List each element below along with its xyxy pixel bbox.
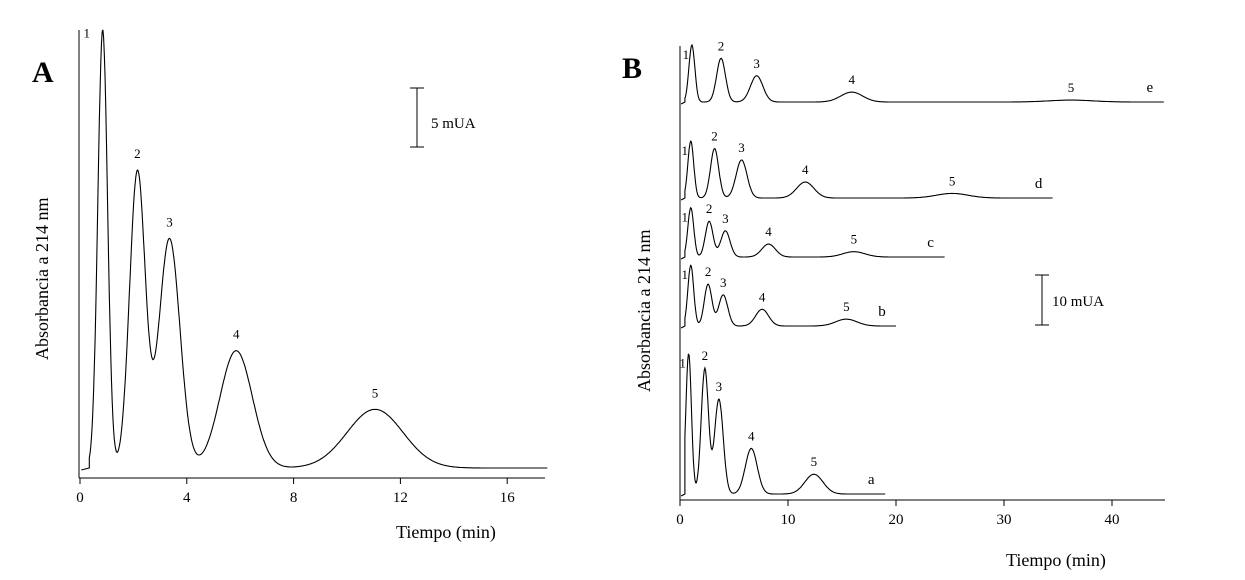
panel-a-traces: 1 2 3 4 5: [81, 25, 548, 471]
x-tick-label: 10: [781, 512, 796, 528]
peak-label: 1: [83, 25, 90, 40]
peak-label: 5: [372, 385, 379, 400]
peak-label: 5: [843, 299, 850, 314]
peak-label: 4: [802, 162, 809, 177]
trace-label-b: b: [878, 304, 886, 320]
panel-a-y-title: Absorbancia a 214 nm: [32, 198, 52, 360]
trace-e: [680, 43, 1164, 105]
peak-label: 3: [753, 56, 760, 71]
trace-d: [680, 140, 1053, 201]
panel-a-ticks: 0 4 8 12 16: [76, 478, 515, 506]
x-tick-label: 0: [76, 490, 84, 506]
peak-label: 5: [811, 454, 818, 469]
peak-label: 1: [682, 143, 689, 158]
x-tick-label: 8: [290, 490, 298, 506]
peak-label: 3: [716, 379, 723, 394]
panel-a: A 0 4 8 12 16 Tiempo (min) Absorbancia a 214…: [32, 25, 548, 543]
peak-label: 5: [1068, 80, 1075, 95]
trace-label-c: c: [927, 235, 934, 251]
peak-label: 3: [722, 211, 729, 226]
panel-b-scale-bar: 10 mUA: [1035, 274, 1104, 326]
x-tick-label: 4: [183, 490, 191, 506]
peak-label: 2: [705, 264, 712, 279]
panel-b: B 0 10 20 30 40 Tiempo (min) Absorbancia a 2…: [622, 38, 1165, 571]
peak-label: 5: [851, 232, 858, 247]
peak-label: 2: [134, 146, 141, 161]
scale-bar-label: 5 mUA: [431, 116, 476, 132]
trace-c: [680, 206, 945, 260]
panel-b-x-title: Tiempo (min): [1006, 550, 1106, 571]
peak-label: 2: [706, 201, 713, 216]
trace-a: [680, 353, 886, 497]
panel-a-scale-bar: 5 mUA: [410, 87, 476, 148]
panel-a-label: A: [32, 56, 54, 89]
peak-label: 1: [683, 47, 690, 62]
peak-label: 3: [720, 275, 727, 290]
peak-label: 2: [711, 129, 718, 144]
peak-label: 1: [682, 210, 689, 225]
x-tick-label: 30: [997, 512, 1012, 528]
peak-label: 3: [166, 214, 173, 229]
x-tick-label: 12: [393, 490, 408, 506]
trace-label-e: e: [1147, 80, 1154, 96]
peak-label: 2: [718, 38, 725, 53]
peak-label: 2: [702, 348, 709, 363]
x-tick-label: 20: [889, 512, 904, 528]
x-tick-label: 16: [500, 490, 516, 506]
trace-label-a: a: [868, 472, 875, 488]
peak-label: 4: [759, 289, 766, 304]
trace-b: [680, 264, 896, 329]
peak-label: 4: [748, 428, 755, 443]
scale-bar-label: 10 mUA: [1052, 294, 1104, 310]
x-tick-label: 0: [676, 512, 684, 528]
panel-a-x-title: Tiempo (min): [396, 522, 496, 543]
trace-label-d: d: [1035, 176, 1043, 192]
peak-label: 4: [765, 224, 772, 239]
panel-b-label: B: [622, 52, 642, 85]
peak-label: 3: [738, 140, 745, 155]
x-tick-label: 40: [1105, 512, 1120, 528]
panel-b-ticks: 0 10 20 30 40: [676, 500, 1120, 528]
peak-label: 4: [233, 327, 240, 342]
peak-label: 1: [682, 267, 689, 282]
panel-b-y-title: Absorbancia a 214 nm: [634, 230, 654, 392]
trace-cromatograma: [81, 29, 548, 471]
peak-label: 4: [848, 72, 855, 87]
peak-label: 5: [949, 173, 956, 188]
peak-label: 1: [679, 355, 686, 370]
